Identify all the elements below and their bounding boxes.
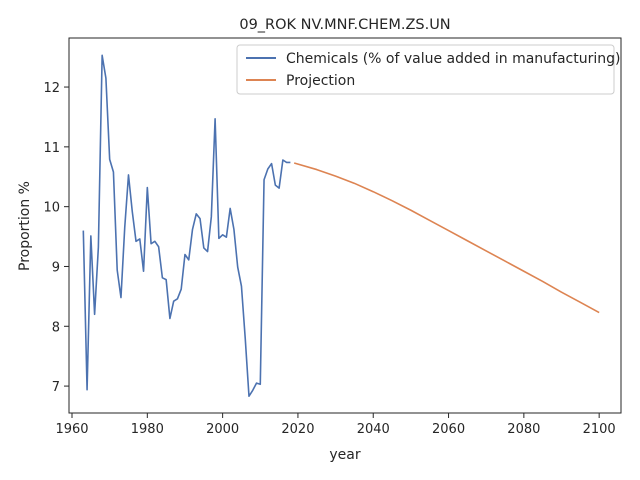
x-tick-label: 1960	[55, 422, 88, 437]
series-layer	[82, 54, 600, 398]
y-tick-label: 7	[52, 380, 60, 395]
y-axis: 7 8 9 10 11 12	[43, 81, 69, 395]
legend-label-projection: Projection	[286, 73, 355, 89]
x-tick-label: 2060	[432, 422, 465, 437]
x-axis: 1960 1980 2000 2020 2040 2060 2080 2100	[55, 413, 616, 437]
y-tick-label: 8	[52, 320, 60, 335]
chart-title: 09_ROK NV.MNF.CHEM.ZS.UN	[239, 17, 450, 33]
x-tick-label: 1980	[131, 422, 164, 437]
x-tick-label: 2000	[206, 422, 239, 437]
legend-box	[236, 44, 615, 95]
series-line-0	[82, 54, 291, 398]
y-tick-label: 11	[43, 141, 60, 156]
x-tick-label: 2100	[583, 422, 616, 437]
legend: Chemicals (% of value added in manufactu…	[236, 44, 620, 95]
x-tick-label: 2080	[507, 422, 540, 437]
plot-frame	[68, 37, 622, 414]
y-axis-label: Proportion %	[17, 181, 33, 271]
x-tick-label: 2040	[357, 422, 390, 437]
x-tick-label: 2020	[281, 422, 314, 437]
y-tick-label: 10	[43, 201, 60, 216]
y-tick-label: 12	[43, 81, 60, 96]
y-tick-label: 9	[52, 260, 60, 275]
x-axis-label: year	[329, 447, 360, 463]
series-line-1	[293, 162, 600, 314]
legend-label-chemicals: Chemicals (% of value added in manufactu…	[286, 51, 620, 67]
